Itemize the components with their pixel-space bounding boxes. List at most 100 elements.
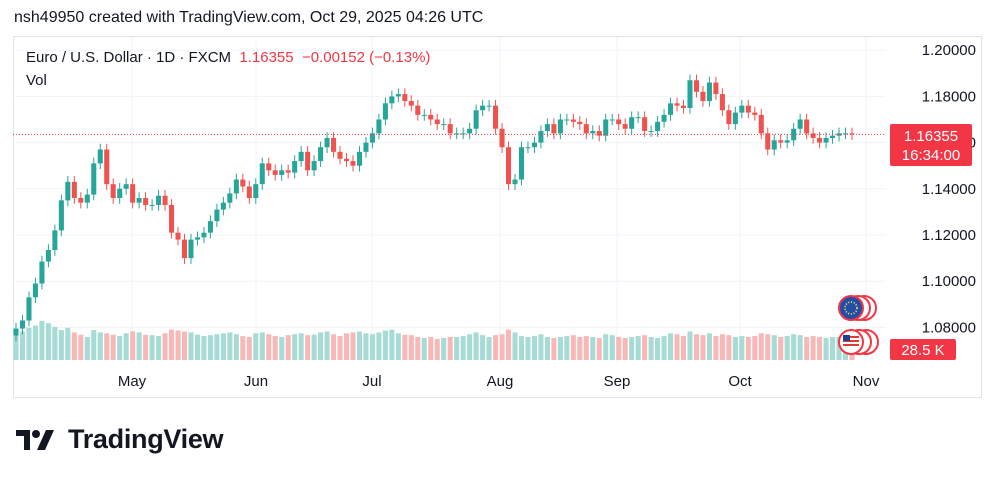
volume-bar bbox=[493, 335, 499, 360]
candle-body bbox=[39, 261, 45, 284]
candle-body bbox=[343, 158, 350, 162]
chart-frame bbox=[13, 36, 982, 398]
volume-bar bbox=[525, 337, 531, 360]
volume-bar bbox=[39, 320, 45, 360]
candle-body bbox=[97, 149, 103, 164]
volume-bar bbox=[130, 331, 136, 360]
volume-bars bbox=[13, 320, 855, 360]
candle-body bbox=[408, 101, 414, 106]
candle-body bbox=[603, 119, 609, 136]
candle-body bbox=[84, 194, 90, 203]
volume-bar bbox=[337, 336, 343, 360]
candle-body bbox=[700, 91, 706, 102]
volume-tag: 28.5 K bbox=[890, 339, 956, 360]
volume-bar bbox=[713, 336, 719, 360]
volume-bar bbox=[603, 334, 609, 360]
volume-bar bbox=[279, 337, 285, 360]
candle-body bbox=[285, 170, 291, 173]
volume-bar bbox=[52, 326, 58, 360]
candle-body bbox=[19, 320, 26, 329]
eu-event-icon[interactable] bbox=[838, 295, 877, 321]
candle-body bbox=[259, 163, 265, 185]
volume-bar bbox=[706, 333, 712, 360]
price-axis: 1.200001.180001.160001.140001.120001.100… bbox=[922, 42, 976, 336]
candle-body bbox=[544, 124, 550, 132]
candle-body bbox=[687, 80, 693, 108]
volume-bar bbox=[460, 336, 466, 360]
candle-body bbox=[395, 94, 401, 97]
candle-body bbox=[149, 204, 155, 206]
candle-body bbox=[784, 140, 790, 143]
volume-bar bbox=[65, 327, 71, 360]
candle-body bbox=[739, 105, 745, 113]
candle-body bbox=[473, 110, 479, 129]
volume-bar bbox=[577, 337, 583, 360]
volume-bar bbox=[512, 332, 518, 360]
volume-bar bbox=[467, 334, 473, 360]
volume-bar bbox=[402, 334, 408, 360]
candle-body bbox=[830, 135, 836, 138]
candle-body bbox=[91, 163, 97, 195]
candle-body bbox=[771, 140, 777, 150]
volume-bar bbox=[642, 335, 648, 360]
volume-bar bbox=[596, 337, 602, 360]
candle-body bbox=[272, 170, 278, 175]
volume-bar bbox=[331, 334, 337, 360]
footer: TradingView bbox=[16, 424, 224, 455]
candle-body bbox=[836, 133, 842, 136]
candle-body bbox=[616, 119, 622, 125]
volume-bar bbox=[473, 332, 479, 360]
candle-body bbox=[629, 117, 635, 129]
candle-body bbox=[557, 119, 563, 134]
volume-bar bbox=[700, 335, 706, 360]
candle-body bbox=[823, 137, 829, 143]
candle-body bbox=[421, 114, 427, 116]
candle-body bbox=[622, 124, 628, 129]
volume-bar bbox=[486, 337, 492, 360]
volume-bar bbox=[590, 337, 596, 360]
volume-bar bbox=[583, 336, 589, 360]
us-event-icon[interactable] bbox=[838, 329, 879, 355]
volume-bar bbox=[363, 333, 369, 360]
volume-bar bbox=[745, 337, 751, 360]
candle-body bbox=[65, 181, 71, 201]
x-tick-label: Sep bbox=[604, 373, 631, 390]
candle-body bbox=[849, 133, 855, 135]
candle-body bbox=[311, 161, 317, 171]
candle-body bbox=[331, 137, 337, 152]
change-value: −0.00152 (−0.13%) bbox=[301, 49, 431, 66]
volume-bar bbox=[324, 331, 330, 360]
volume-bar bbox=[246, 337, 252, 360]
x-tick-label: Aug bbox=[487, 373, 514, 390]
volume-bar bbox=[149, 335, 155, 360]
volume-bar bbox=[797, 335, 803, 360]
candle-body bbox=[538, 131, 544, 143]
volume-bar bbox=[447, 337, 453, 360]
volume-bar bbox=[110, 334, 116, 360]
candle-body bbox=[13, 328, 19, 336]
candle-body bbox=[564, 119, 570, 121]
x-tick-label: Oct bbox=[728, 373, 752, 390]
candle-body bbox=[648, 131, 654, 133]
volume-bar bbox=[726, 335, 732, 360]
candle-body bbox=[110, 184, 116, 199]
tradingview-brand: TradingView bbox=[68, 424, 224, 454]
volume-bar bbox=[752, 336, 758, 360]
volume-bar bbox=[661, 336, 667, 360]
volume-bar bbox=[518, 336, 525, 360]
x-tick-label: Nov bbox=[853, 373, 880, 390]
y-tick-label: 1.14000 bbox=[922, 181, 976, 198]
volume-bar bbox=[181, 331, 188, 360]
candle-body bbox=[324, 137, 330, 148]
candle-body bbox=[668, 103, 674, 115]
volume-bar bbox=[84, 337, 90, 360]
candle-body bbox=[609, 119, 615, 121]
candle-body bbox=[207, 221, 213, 233]
volume-bar bbox=[791, 334, 797, 360]
candle-body bbox=[369, 133, 375, 143]
volume-bar bbox=[136, 332, 142, 360]
volume-bar bbox=[415, 337, 421, 360]
volume-bar bbox=[732, 337, 738, 360]
candle-body bbox=[240, 179, 246, 187]
